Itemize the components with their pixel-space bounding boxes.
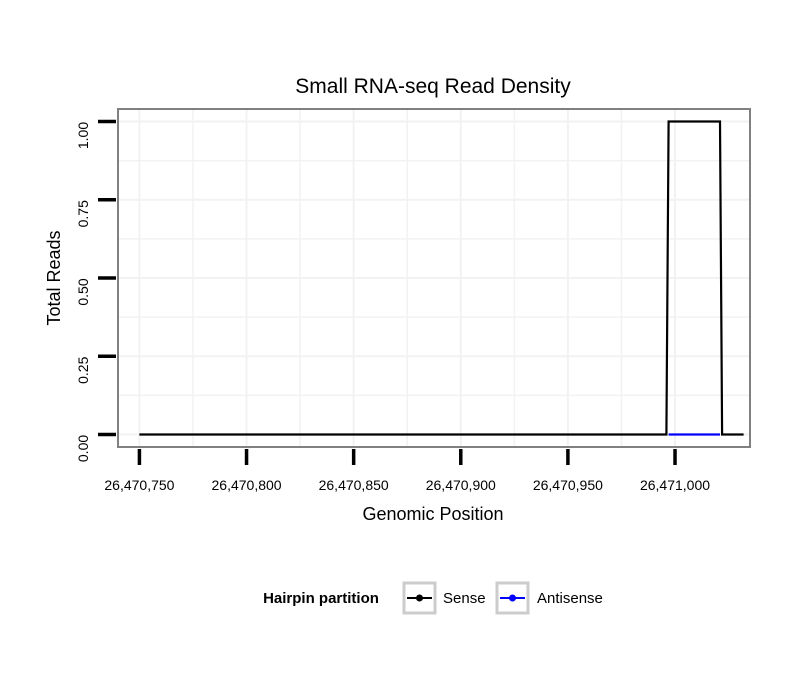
y-tick-label: 0.00 <box>75 435 91 462</box>
x-tick-label: 26,470,750 <box>104 477 174 493</box>
x-tick-label: 26,471,000 <box>640 477 710 493</box>
x-tick-label: 26,470,950 <box>533 477 603 493</box>
legend-label-antisense: Antisense <box>537 590 603 607</box>
series-line-sense <box>139 120 744 436</box>
legend-point-antisense <box>509 594 516 602</box>
y-tick-label: 0.75 <box>75 200 91 227</box>
y-tick-label: 1.00 <box>75 122 91 149</box>
x-axis: 26,470,750 26,470,800 26,470,850 26,470,900… <box>104 449 710 493</box>
y-tick-label: 0.25 <box>75 356 91 383</box>
legend-label-sense: Sense <box>443 590 486 607</box>
legend: Hairpin partition Sense Antisense <box>263 581 603 615</box>
y-axis: 0.00 0.25 0.50 0.75 1.00 <box>75 119 116 462</box>
plot-panel-border <box>117 108 751 448</box>
x-tick-label: 26,470,850 <box>319 477 389 493</box>
y-axis-label: Total Reads <box>44 230 64 325</box>
legend-title: Hairpin partition <box>263 590 379 607</box>
chart-title: Small RNA-seq Read Density <box>295 75 571 98</box>
x-tick-label: 26,470,900 <box>426 477 496 493</box>
x-axis-label: Genomic Position <box>362 504 503 524</box>
y-tick-label: 0.50 <box>75 278 91 305</box>
x-tick-label: 26,470,800 <box>212 477 282 493</box>
series-layer <box>139 120 744 436</box>
gridlines <box>118 109 750 447</box>
legend-point-sense <box>416 594 423 602</box>
